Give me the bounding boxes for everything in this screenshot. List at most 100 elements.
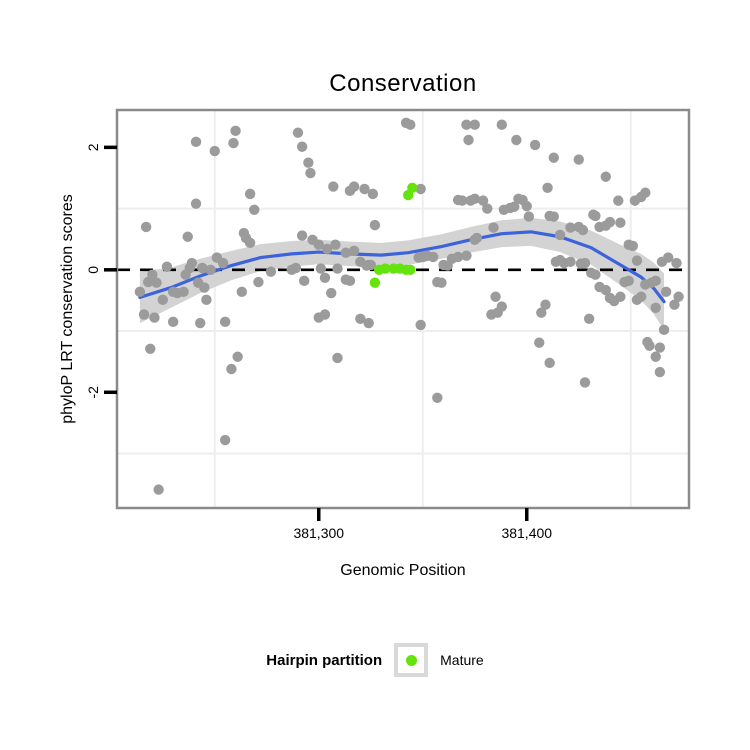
data-point xyxy=(469,193,480,204)
y-tick-label: 2 xyxy=(85,143,101,151)
data-point xyxy=(319,272,331,283)
data-point xyxy=(326,287,337,299)
data-point xyxy=(615,217,626,228)
data-point xyxy=(496,119,507,130)
data-point xyxy=(529,139,541,151)
data-point xyxy=(604,216,616,228)
data-point xyxy=(321,243,333,255)
mature-point xyxy=(380,263,391,274)
data-point xyxy=(219,434,231,446)
data-point xyxy=(405,119,416,130)
data-point xyxy=(490,291,501,302)
data-point xyxy=(197,262,208,274)
data-point xyxy=(427,251,439,263)
data-point xyxy=(477,195,489,206)
data-point xyxy=(663,252,674,263)
data-point xyxy=(232,351,243,362)
y-tick-label: 0 xyxy=(85,266,101,274)
data-point xyxy=(367,188,379,200)
data-point xyxy=(613,195,624,206)
data-point xyxy=(161,261,173,272)
data-point xyxy=(244,188,256,200)
data-point xyxy=(190,198,202,209)
legend: Hairpin partition Mature xyxy=(0,638,750,682)
data-point xyxy=(147,269,158,280)
data-point xyxy=(650,302,661,313)
data-point xyxy=(344,275,356,287)
data-point xyxy=(249,204,260,216)
legend-title: Hairpin partition xyxy=(266,651,383,669)
data-point xyxy=(565,222,576,233)
data-point xyxy=(482,203,493,214)
data-point xyxy=(149,312,160,323)
data-point xyxy=(319,309,331,320)
data-point xyxy=(544,357,555,369)
data-point xyxy=(623,275,634,287)
data-point xyxy=(253,276,264,288)
data-point xyxy=(313,239,324,250)
data-point xyxy=(548,211,559,222)
data-point xyxy=(296,141,308,152)
plot-title: Conservation xyxy=(329,70,477,97)
data-point xyxy=(635,291,647,302)
data-point xyxy=(178,286,189,298)
data-point xyxy=(153,484,164,495)
data-point xyxy=(536,307,547,318)
data-point xyxy=(244,237,256,249)
data-point xyxy=(303,157,314,168)
data-point xyxy=(452,251,464,263)
data-point xyxy=(167,316,179,328)
data-point xyxy=(209,145,220,157)
data-point xyxy=(359,183,370,195)
data-point xyxy=(292,127,304,138)
data-point xyxy=(463,134,474,146)
data-point xyxy=(228,137,239,149)
y-tick-label: -2 xyxy=(85,386,101,399)
mature-point xyxy=(405,264,416,276)
data-point xyxy=(488,222,499,233)
data-point xyxy=(332,352,343,364)
data-point xyxy=(348,245,360,257)
confidence-ribbon xyxy=(139,217,665,330)
data-point xyxy=(186,257,198,269)
y-axis-title: phyloP LRT conservation scores xyxy=(59,194,76,424)
data-point xyxy=(436,277,447,288)
data-point xyxy=(650,275,661,287)
mature-point xyxy=(407,182,418,193)
data-point xyxy=(226,363,237,375)
mature-point-icon xyxy=(405,654,417,666)
data-point xyxy=(236,286,247,298)
data-point xyxy=(369,219,381,231)
smooth-line xyxy=(138,230,666,304)
mature-point xyxy=(369,277,381,288)
data-point xyxy=(290,262,302,274)
data-point xyxy=(265,266,277,277)
data-point xyxy=(328,181,339,192)
data-point xyxy=(523,211,535,222)
data-point xyxy=(650,351,661,362)
data-point xyxy=(542,182,553,193)
data-point xyxy=(644,340,655,351)
data-point xyxy=(471,232,483,244)
data-point xyxy=(534,337,545,348)
x-tick-label: 381,400 xyxy=(501,525,552,541)
data-point xyxy=(511,134,522,146)
data-point xyxy=(573,154,584,165)
data-point xyxy=(190,136,202,148)
data-point xyxy=(363,317,374,329)
data-point xyxy=(230,125,241,137)
data-point xyxy=(205,264,216,276)
data-point xyxy=(658,324,670,336)
data-point xyxy=(583,313,595,324)
data-point xyxy=(365,259,376,271)
data-point xyxy=(348,181,360,192)
data-point xyxy=(627,240,639,252)
data-point xyxy=(415,319,426,331)
data-point xyxy=(461,250,472,261)
data-point xyxy=(182,231,193,242)
data-point xyxy=(492,307,503,318)
data-point xyxy=(600,284,611,296)
data-point xyxy=(296,230,308,241)
